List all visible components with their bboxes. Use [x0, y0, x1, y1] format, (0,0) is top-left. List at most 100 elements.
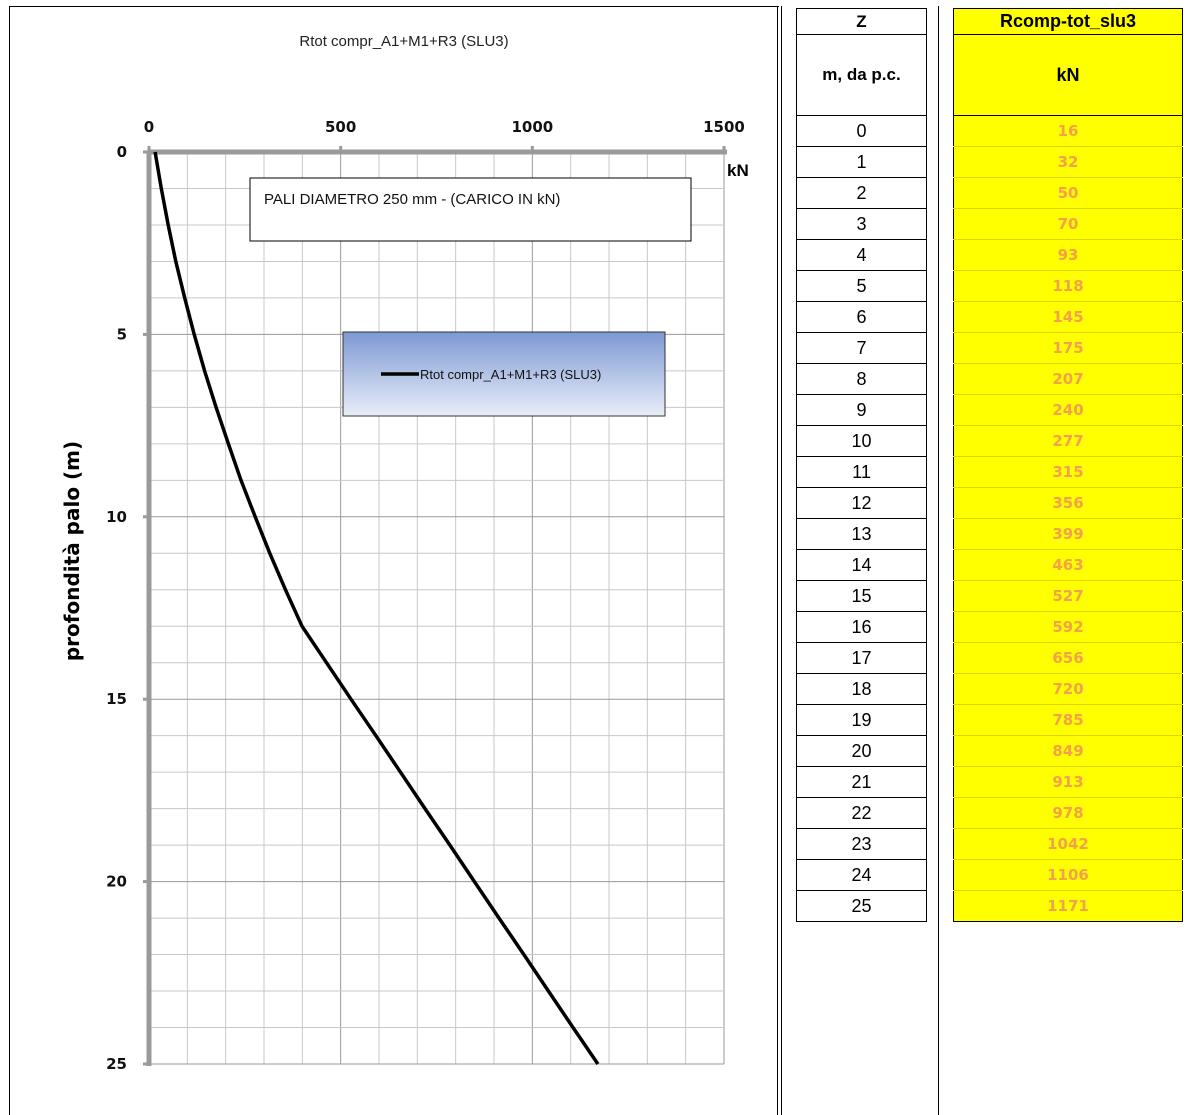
depth-row: 8 — [796, 363, 927, 395]
chart-title: Rtot compr_A1+M1+R3 (SLU3) — [299, 33, 508, 50]
x-tick-label: 1500 — [703, 118, 745, 136]
resistance-row: 913 — [953, 766, 1183, 798]
y-tick-label: 15 — [106, 690, 127, 708]
x-tick-label: 500 — [325, 118, 356, 136]
separator-line — [938, 6, 939, 1115]
depth-row: 11 — [796, 456, 927, 488]
depth-cell: 11 — [796, 456, 927, 488]
resistance-cell: 50 — [953, 177, 1183, 209]
depth-cell: 25 — [796, 890, 927, 922]
depth-table-unit: m, da p.c. — [796, 34, 927, 116]
resistance-cell: 207 — [953, 363, 1183, 395]
resistance-row: 50 — [953, 177, 1183, 209]
resistance-cell: 592 — [953, 611, 1183, 643]
depth-cell: 13 — [796, 518, 927, 550]
resistance-row: 1042 — [953, 828, 1183, 860]
depth-cell: 4 — [796, 239, 927, 271]
resistance-row: 93 — [953, 239, 1183, 271]
resistance-row: 315 — [953, 456, 1183, 488]
depth-row: 25 — [796, 890, 927, 922]
y-tick-label: 25 — [106, 1055, 127, 1073]
resistance-row: 463 — [953, 549, 1183, 581]
series-line — [153, 151, 600, 1065]
resistance-cell: 93 — [953, 239, 1183, 271]
y-tick-label: 10 — [106, 508, 127, 526]
resistance-row: 145 — [953, 301, 1183, 333]
resistance-row: 175 — [953, 332, 1183, 364]
x-tick-label: 1000 — [511, 118, 553, 136]
resistance-cell: 240 — [953, 394, 1183, 426]
frame-top-border — [9, 6, 779, 7]
resistance-cell: 16 — [953, 115, 1183, 147]
resistance-row: 118 — [953, 270, 1183, 302]
depth-row: 2 — [796, 177, 927, 209]
y-tick-label: 5 — [117, 325, 127, 343]
depth-cell: 24 — [796, 859, 927, 891]
depth-cell: 20 — [796, 735, 927, 767]
depth-row: 22 — [796, 797, 927, 829]
resistance-table-unit: kN — [953, 34, 1183, 116]
depth-row: 18 — [796, 673, 927, 705]
depth-row: 6 — [796, 301, 927, 333]
resistance-row: 527 — [953, 580, 1183, 612]
depth-cell: 9 — [796, 394, 927, 426]
depth-row: 15 — [796, 580, 927, 612]
depth-cell: 2 — [796, 177, 927, 209]
depth-row: 12 — [796, 487, 927, 519]
resistance-cell: 32 — [953, 146, 1183, 178]
depth-cell: 22 — [796, 797, 927, 829]
resistance-row: 70 — [953, 208, 1183, 240]
resistance-row: 399 — [953, 518, 1183, 550]
resistance-cell: 656 — [953, 642, 1183, 674]
depth-cell: 14 — [796, 549, 927, 581]
resistance-cell: 145 — [953, 301, 1183, 333]
resistance-cell: 399 — [953, 518, 1183, 550]
resistance-cell: 315 — [953, 456, 1183, 488]
separator-line — [777, 6, 778, 1115]
resistance-table: Rcomp-tot_slu3 kN 16 32 50 70 93 118 145 175 207… — [953, 8, 1183, 922]
resistance-table-header: Rcomp-tot_slu3 — [953, 8, 1183, 35]
depth-cell: 1 — [796, 146, 927, 178]
resistance-cell: 527 — [953, 580, 1183, 612]
resistance-row: 32 — [953, 146, 1183, 178]
resistance-cell: 277 — [953, 425, 1183, 457]
resistance-row: 207 — [953, 363, 1183, 395]
depth-cell: 12 — [796, 487, 927, 519]
depth-cell: 0 — [796, 115, 927, 147]
resistance-cell: 720 — [953, 673, 1183, 705]
frame-left-border — [9, 6, 10, 1115]
depth-cell: 3 — [796, 208, 927, 240]
depth-row: 20 — [796, 735, 927, 767]
depth-cell: 7 — [796, 332, 927, 364]
y-tick-label: 20 — [106, 873, 127, 891]
resistance-cell: 785 — [953, 704, 1183, 736]
resistance-row: 656 — [953, 642, 1183, 674]
depth-row: 0 — [796, 115, 927, 147]
depth-cell: 10 — [796, 425, 927, 457]
depth-row: 16 — [796, 611, 927, 643]
resistance-row: 720 — [953, 673, 1183, 705]
depth-cell: 15 — [796, 580, 927, 612]
depth-cell: 6 — [796, 301, 927, 333]
resistance-cell: 913 — [953, 766, 1183, 798]
depth-row: 17 — [796, 642, 927, 674]
depth-cell: 8 — [796, 363, 927, 395]
depth-row: 9 — [796, 394, 927, 426]
legend-label: Rtot compr_A1+M1+R3 (SLU3) — [420, 367, 601, 382]
resistance-row: 240 — [953, 394, 1183, 426]
resistance-row: 277 — [953, 425, 1183, 457]
resistance-cell: 356 — [953, 487, 1183, 519]
resistance-cell: 70 — [953, 208, 1183, 240]
depth-cell: 16 — [796, 611, 927, 643]
depth-row: 3 — [796, 208, 927, 240]
depth-row: 13 — [796, 518, 927, 550]
depth-row: 10 — [796, 425, 927, 457]
y-tick-label: 0 — [117, 143, 127, 161]
depth-row: 1 — [796, 146, 927, 178]
resistance-cell: 118 — [953, 270, 1183, 302]
depth-table: Z m, da p.c. 0 1 2 3 4 5 6 7 8 9 10 11 12 13 14 15 16 17 1… — [796, 8, 927, 922]
depth-row: 24 — [796, 859, 927, 891]
resistance-cell: 1106 — [953, 859, 1183, 891]
depth-cell: 21 — [796, 766, 927, 798]
depth-row: 4 — [796, 239, 927, 271]
